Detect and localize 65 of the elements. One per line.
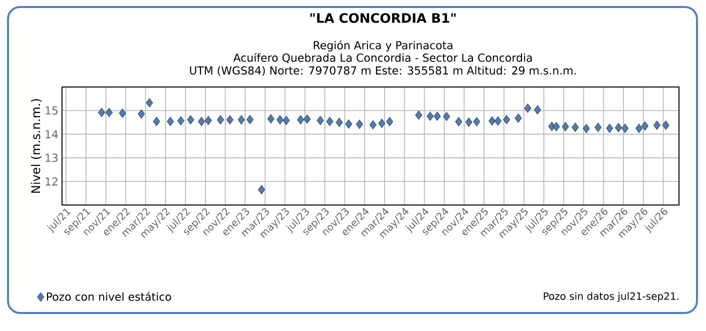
point xyxy=(562,122,569,132)
point xyxy=(153,116,160,126)
point xyxy=(369,120,377,130)
point xyxy=(198,116,206,126)
point xyxy=(473,117,480,126)
y-tick-label: 13 xyxy=(46,154,58,162)
point xyxy=(494,116,502,126)
point xyxy=(662,120,670,130)
point xyxy=(552,122,560,132)
point xyxy=(226,115,234,124)
point xyxy=(534,105,542,114)
chart-title: "LA CONCORDIA B1" xyxy=(310,13,456,23)
point xyxy=(572,122,579,132)
point xyxy=(345,119,352,129)
text: Pozo sin datos jul21-sep21. xyxy=(544,292,678,302)
point xyxy=(636,124,643,133)
point xyxy=(138,109,145,118)
point xyxy=(503,114,510,124)
point xyxy=(316,116,324,126)
point xyxy=(614,122,622,132)
y-axis-title: Nivel (m.s.n.m.) xyxy=(30,99,42,193)
point xyxy=(106,108,113,118)
point xyxy=(641,121,648,131)
y-tick-label: 14 xyxy=(46,130,58,138)
point xyxy=(98,108,106,118)
point xyxy=(146,98,154,108)
point xyxy=(434,112,441,121)
chart-subtitle: Región Arica y Parinacota xyxy=(314,40,452,52)
point xyxy=(653,120,660,130)
point xyxy=(276,115,284,124)
point xyxy=(514,114,522,123)
y-tick-label: 12 xyxy=(46,177,58,186)
point xyxy=(258,185,266,194)
point xyxy=(246,114,254,124)
point xyxy=(415,110,422,120)
point xyxy=(356,120,364,129)
point xyxy=(465,118,472,127)
point xyxy=(118,108,126,118)
point xyxy=(326,116,334,126)
point xyxy=(166,116,174,126)
point xyxy=(524,104,532,113)
point xyxy=(187,115,194,124)
text: UTM (WGS84) Norte: 7970787 m Este: 355581 m Altitud: 29 m.s.n.m. xyxy=(190,66,576,76)
point xyxy=(488,116,496,126)
point xyxy=(594,122,602,132)
point xyxy=(426,112,434,121)
point xyxy=(622,124,629,133)
y-tick-label: 15 xyxy=(46,106,58,115)
point xyxy=(177,116,184,126)
point xyxy=(378,118,386,128)
point xyxy=(582,124,590,134)
legend-label: Pozo con nivel estático xyxy=(46,292,172,301)
point xyxy=(304,114,311,124)
point xyxy=(297,115,304,124)
point xyxy=(455,117,462,126)
text: Acuífero Quebrada La Concordia - Sector La Concordia xyxy=(233,52,532,64)
point xyxy=(386,117,394,126)
point xyxy=(443,112,450,122)
point xyxy=(204,116,212,126)
point xyxy=(282,116,290,126)
point xyxy=(336,118,343,127)
point xyxy=(606,124,614,133)
point xyxy=(216,115,224,124)
point xyxy=(238,115,245,124)
point xyxy=(267,114,274,124)
